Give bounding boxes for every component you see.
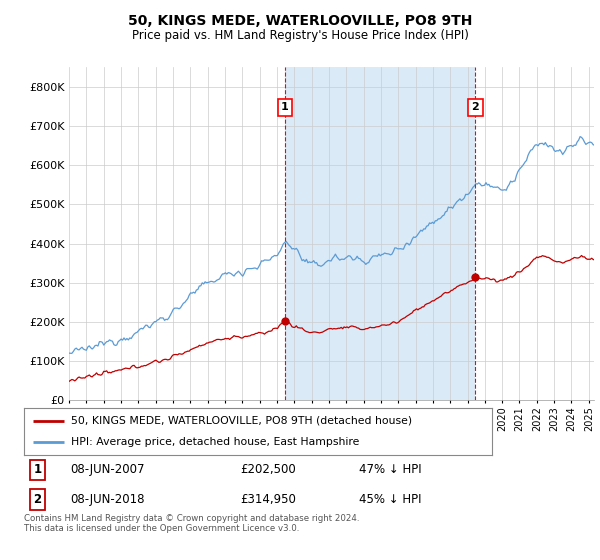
Text: HPI: Average price, detached house, East Hampshire: HPI: Average price, detached house, East…	[71, 437, 359, 447]
Bar	[285, 67, 475, 400]
Text: 45% ↓ HPI: 45% ↓ HPI	[359, 493, 421, 506]
Text: 1: 1	[34, 463, 41, 477]
Text: 50, KINGS MEDE, WATERLOOVILLE, PO8 9TH: 50, KINGS MEDE, WATERLOOVILLE, PO8 9TH	[128, 14, 472, 28]
Text: 50, KINGS MEDE, WATERLOOVILLE, PO8 9TH (detached house): 50, KINGS MEDE, WATERLOOVILLE, PO8 9TH (…	[71, 416, 412, 426]
Text: Price paid vs. HM Land Registry's House Price Index (HPI): Price paid vs. HM Land Registry's House …	[131, 29, 469, 42]
Text: Contains HM Land Registry data © Crown copyright and database right 2024.
This d: Contains HM Land Registry data © Crown c…	[24, 514, 359, 534]
Text: £202,500: £202,500	[240, 463, 296, 477]
Text: £314,950: £314,950	[240, 493, 296, 506]
Text: 1: 1	[281, 102, 289, 112]
Text: 47% ↓ HPI: 47% ↓ HPI	[359, 463, 421, 477]
Text: 08-JUN-2018: 08-JUN-2018	[70, 493, 145, 506]
Text: 2: 2	[472, 102, 479, 112]
Text: 2: 2	[34, 493, 41, 506]
Text: 08-JUN-2007: 08-JUN-2007	[70, 463, 145, 477]
